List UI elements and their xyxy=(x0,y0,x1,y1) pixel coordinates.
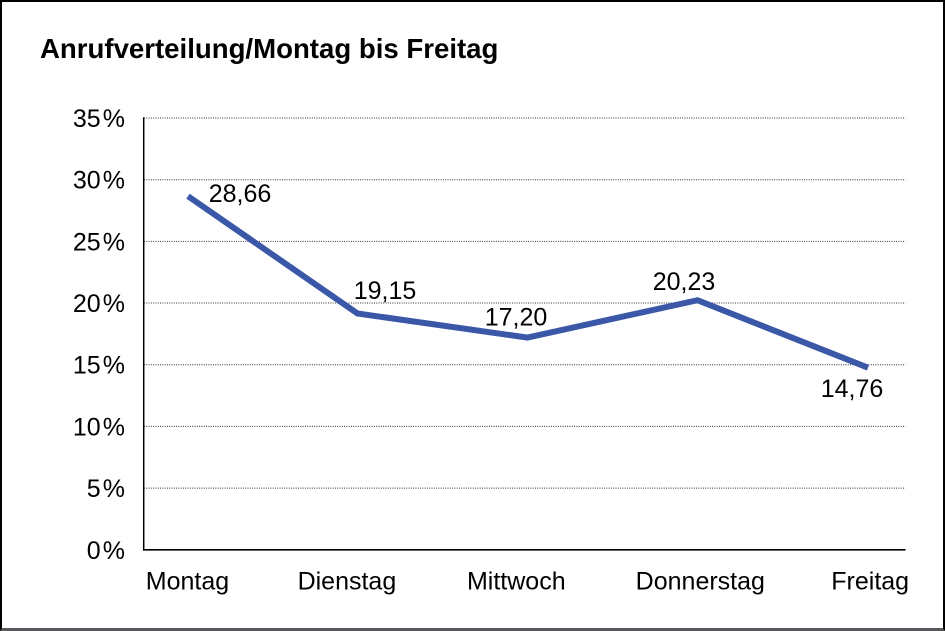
svg-text:14,76: 14,76 xyxy=(821,375,884,403)
svg-text:Freitag: Freitag xyxy=(831,567,909,595)
svg-text:5 %: 5 % xyxy=(87,475,125,503)
svg-text:25 %: 25 % xyxy=(73,228,125,256)
svg-text:19,15: 19,15 xyxy=(354,277,417,305)
svg-text:0 %: 0 % xyxy=(87,537,125,565)
svg-text:Donnerstag: Donnerstag xyxy=(636,567,765,595)
svg-text:15 %: 15 % xyxy=(73,352,125,380)
svg-text:Dienstag: Dienstag xyxy=(298,567,397,595)
svg-text:Mittwoch: Mittwoch xyxy=(467,567,566,595)
svg-text:30 %: 30 % xyxy=(73,167,125,195)
svg-text:17,20: 17,20 xyxy=(485,304,548,332)
svg-text:Anrufverteilung/Montag bis Fre: Anrufverteilung/Montag bis Freitag xyxy=(40,33,498,64)
svg-text:35 %: 35 % xyxy=(73,105,125,133)
svg-text:20,23: 20,23 xyxy=(653,268,716,296)
svg-text:20 %: 20 % xyxy=(73,290,125,318)
svg-text:10 %: 10 % xyxy=(73,413,125,441)
svg-text:28,66: 28,66 xyxy=(209,180,272,208)
svg-text:Montag: Montag xyxy=(146,567,229,595)
